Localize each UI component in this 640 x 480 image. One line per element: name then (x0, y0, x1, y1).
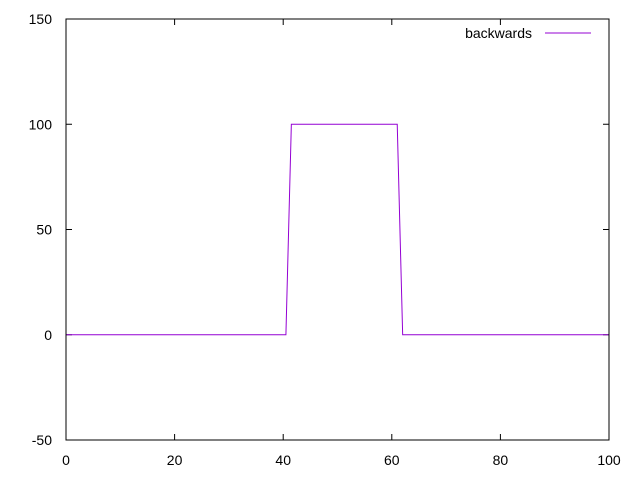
x-tick-label: 40 (275, 452, 291, 468)
y-tick-label: -50 (32, 432, 52, 448)
x-tick-labels: 0 20 40 60 80 100 (62, 452, 621, 468)
x-tick-label: 0 (62, 452, 70, 468)
x-tick-label: 100 (597, 452, 621, 468)
plot-frame (65, 18, 610, 441)
series-layer (66, 123, 609, 336)
y-tick-label: 50 (36, 222, 52, 238)
x-tick-label: 80 (493, 452, 509, 468)
legend: backwards (465, 25, 591, 41)
x-tick-label: 60 (384, 452, 400, 468)
y-tick-label: 0 (44, 327, 52, 343)
y-tick-label: 100 (29, 116, 53, 132)
y-tick-labels: -50 0 50 100 150 (29, 11, 53, 448)
legend-label-backwards: backwards (465, 25, 532, 41)
series-line-backwards (66, 123, 609, 336)
x-tick-label: 20 (167, 452, 183, 468)
axis-ticks (65, 18, 610, 441)
y-tick-label: 150 (29, 11, 53, 27)
